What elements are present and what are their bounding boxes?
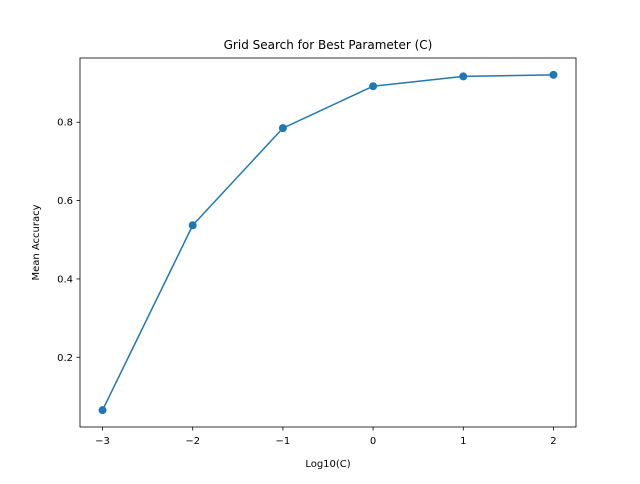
data-point xyxy=(188,221,197,230)
plot-area-frame xyxy=(79,57,577,428)
x-axis-ticks: −3 −2 −1 0 1 2 xyxy=(95,427,557,447)
series-line xyxy=(101,74,554,411)
data-point xyxy=(98,406,107,415)
data-point xyxy=(549,70,558,79)
x-tick-label: 2 xyxy=(550,436,556,447)
y-tick-label: 0.2 xyxy=(57,353,73,364)
x-tick-label: −3 xyxy=(95,436,110,447)
series-layer xyxy=(98,70,558,415)
y-tick-label: 0.6 xyxy=(57,196,73,207)
data-point xyxy=(459,72,468,81)
x-axis-label: Log10(C) xyxy=(305,459,350,470)
y-tick-label: 0.8 xyxy=(57,118,73,129)
y-axis-label: Mean Accuracy xyxy=(31,204,42,280)
chart-title: Grid Search for Best Parameter (C) xyxy=(224,38,433,52)
x-tick-label: −1 xyxy=(276,436,291,447)
y-tick-label: 0.4 xyxy=(57,274,73,285)
x-tick-label: 1 xyxy=(460,436,466,447)
x-tick-label: −2 xyxy=(185,436,200,447)
data-point xyxy=(278,124,287,133)
data-point xyxy=(369,82,378,91)
y-axis-ticks: 0.2 0.4 0.6 0.8 xyxy=(57,118,80,364)
x-tick-label: 0 xyxy=(370,436,376,447)
